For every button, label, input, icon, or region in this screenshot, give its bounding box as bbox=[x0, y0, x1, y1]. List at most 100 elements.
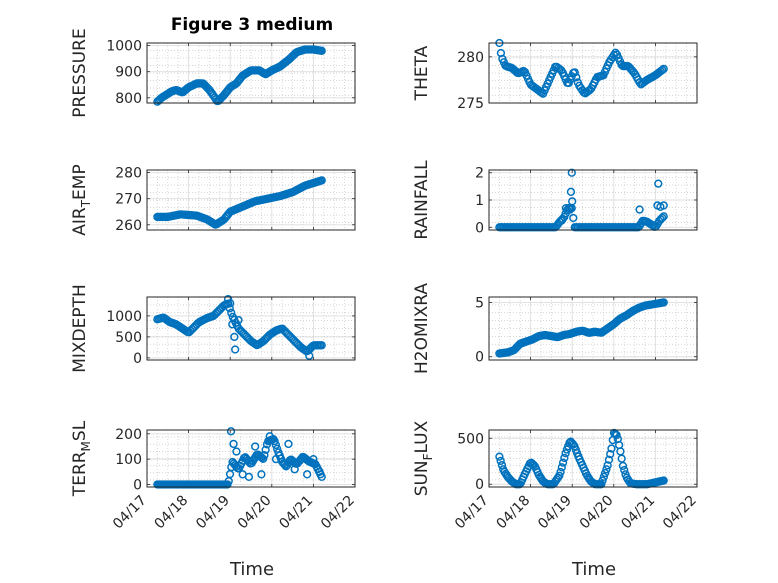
y-axis-label: RAINFALL bbox=[412, 160, 432, 240]
data-point bbox=[497, 460, 507, 470]
y-tick-label: 260 bbox=[115, 218, 142, 234]
data-point bbox=[305, 351, 314, 360]
data-point bbox=[261, 445, 270, 454]
data-point bbox=[272, 444, 282, 453]
data-point bbox=[495, 452, 504, 461]
data-point bbox=[315, 467, 324, 476]
data-point bbox=[561, 204, 571, 213]
data-point bbox=[654, 179, 663, 188]
axes-box bbox=[488, 42, 698, 104]
data-point bbox=[570, 68, 579, 77]
y-tick-label: 900 bbox=[115, 65, 142, 81]
panel-air_temp: 260 270 280 AIRTEMP bbox=[70, 164, 356, 236]
data-point bbox=[659, 201, 668, 210]
data-point bbox=[260, 451, 269, 460]
data-point bbox=[561, 449, 570, 458]
data-point bbox=[271, 440, 281, 450]
y-tick-label: 100 bbox=[115, 452, 142, 468]
y-axis-label: TERRMSL bbox=[70, 420, 93, 497]
data-point bbox=[602, 465, 611, 474]
data-point bbox=[560, 453, 569, 463]
axes-box bbox=[146, 429, 356, 488]
data-point bbox=[230, 332, 239, 342]
data-point bbox=[227, 308, 236, 317]
data-point bbox=[604, 455, 614, 464]
axes-box bbox=[146, 42, 356, 104]
data-point bbox=[659, 212, 668, 221]
y-tick-label: 280 bbox=[457, 50, 484, 66]
y-tick-label: 280 bbox=[115, 166, 142, 182]
y-axis-label: THETA bbox=[412, 45, 432, 101]
data-point bbox=[226, 427, 236, 436]
data-point bbox=[599, 472, 609, 481]
data-point bbox=[567, 168, 576, 177]
data-point bbox=[572, 73, 581, 82]
axes-box bbox=[488, 429, 698, 488]
y-tick-label: 270 bbox=[115, 192, 142, 208]
data-point bbox=[265, 432, 274, 441]
y-axis-label: SUNFLUX bbox=[412, 420, 435, 496]
data-point bbox=[568, 197, 577, 206]
data-point bbox=[557, 463, 566, 472]
data-point bbox=[659, 64, 668, 73]
axes-box bbox=[146, 296, 356, 361]
y-axis-label: PRESSURE bbox=[70, 28, 90, 117]
data-point bbox=[603, 461, 612, 470]
data-point bbox=[317, 46, 326, 55]
data-point bbox=[309, 454, 318, 464]
data-point bbox=[228, 320, 237, 329]
data-point bbox=[569, 213, 578, 223]
data-point bbox=[566, 187, 576, 196]
data-point bbox=[496, 456, 505, 466]
axes-box bbox=[488, 296, 698, 361]
data-point bbox=[290, 465, 299, 474]
data-point bbox=[600, 468, 610, 478]
data-point bbox=[618, 461, 628, 471]
data-point bbox=[317, 341, 326, 350]
data-point bbox=[271, 454, 281, 464]
data-point bbox=[658, 213, 667, 222]
figure-title: Figure 3 medium bbox=[171, 15, 333, 35]
y-axis-label: MIXDEPTH bbox=[70, 284, 90, 373]
y-tick-label: 800 bbox=[115, 91, 142, 107]
y-tick-label: 275 bbox=[457, 96, 484, 112]
y-tick-label: 0 bbox=[475, 477, 484, 493]
y-tick-label: 200 bbox=[115, 427, 142, 443]
panel-mixdepth: 0 500 1000 MIXDEPTH bbox=[70, 284, 356, 373]
data-point bbox=[658, 65, 667, 75]
axes-box bbox=[146, 169, 356, 231]
data-point bbox=[558, 458, 568, 467]
panel-h2omixra: 0 5 H2OMIXRA bbox=[412, 283, 698, 374]
y-tick-label: 0 bbox=[475, 220, 484, 236]
y-axis-label: AIRTEMP bbox=[70, 164, 93, 235]
y-tick-label: 0 bbox=[133, 477, 142, 493]
axes-box bbox=[488, 169, 698, 231]
data-point bbox=[244, 472, 254, 482]
data-point bbox=[635, 205, 644, 214]
y-tick-label: 1000 bbox=[106, 39, 142, 55]
data-point bbox=[251, 442, 260, 451]
data-point bbox=[225, 304, 234, 313]
y-tick-label: 500 bbox=[115, 330, 142, 346]
data-point bbox=[234, 315, 243, 325]
y-tick-label: 0 bbox=[475, 350, 484, 366]
data-point bbox=[565, 205, 575, 214]
data-point bbox=[555, 471, 564, 480]
data-point bbox=[557, 216, 566, 225]
y-tick-label: 500 bbox=[457, 431, 484, 447]
x-axis-label-right: Time bbox=[571, 559, 616, 580]
data-point bbox=[317, 176, 326, 185]
y-tick-label: 2 bbox=[475, 166, 484, 182]
data-point bbox=[659, 298, 668, 307]
data-point bbox=[606, 449, 615, 459]
y-tick-label: 1000 bbox=[106, 309, 142, 325]
y-axis-label: H2OMIXRA bbox=[412, 283, 432, 374]
data-point bbox=[284, 439, 293, 449]
data-point bbox=[257, 470, 266, 479]
panel-theta: 275 280 THETA bbox=[412, 38, 698, 112]
data-point bbox=[598, 476, 607, 485]
data-point bbox=[556, 467, 565, 477]
data-point bbox=[317, 472, 326, 482]
data-point bbox=[231, 345, 240, 354]
